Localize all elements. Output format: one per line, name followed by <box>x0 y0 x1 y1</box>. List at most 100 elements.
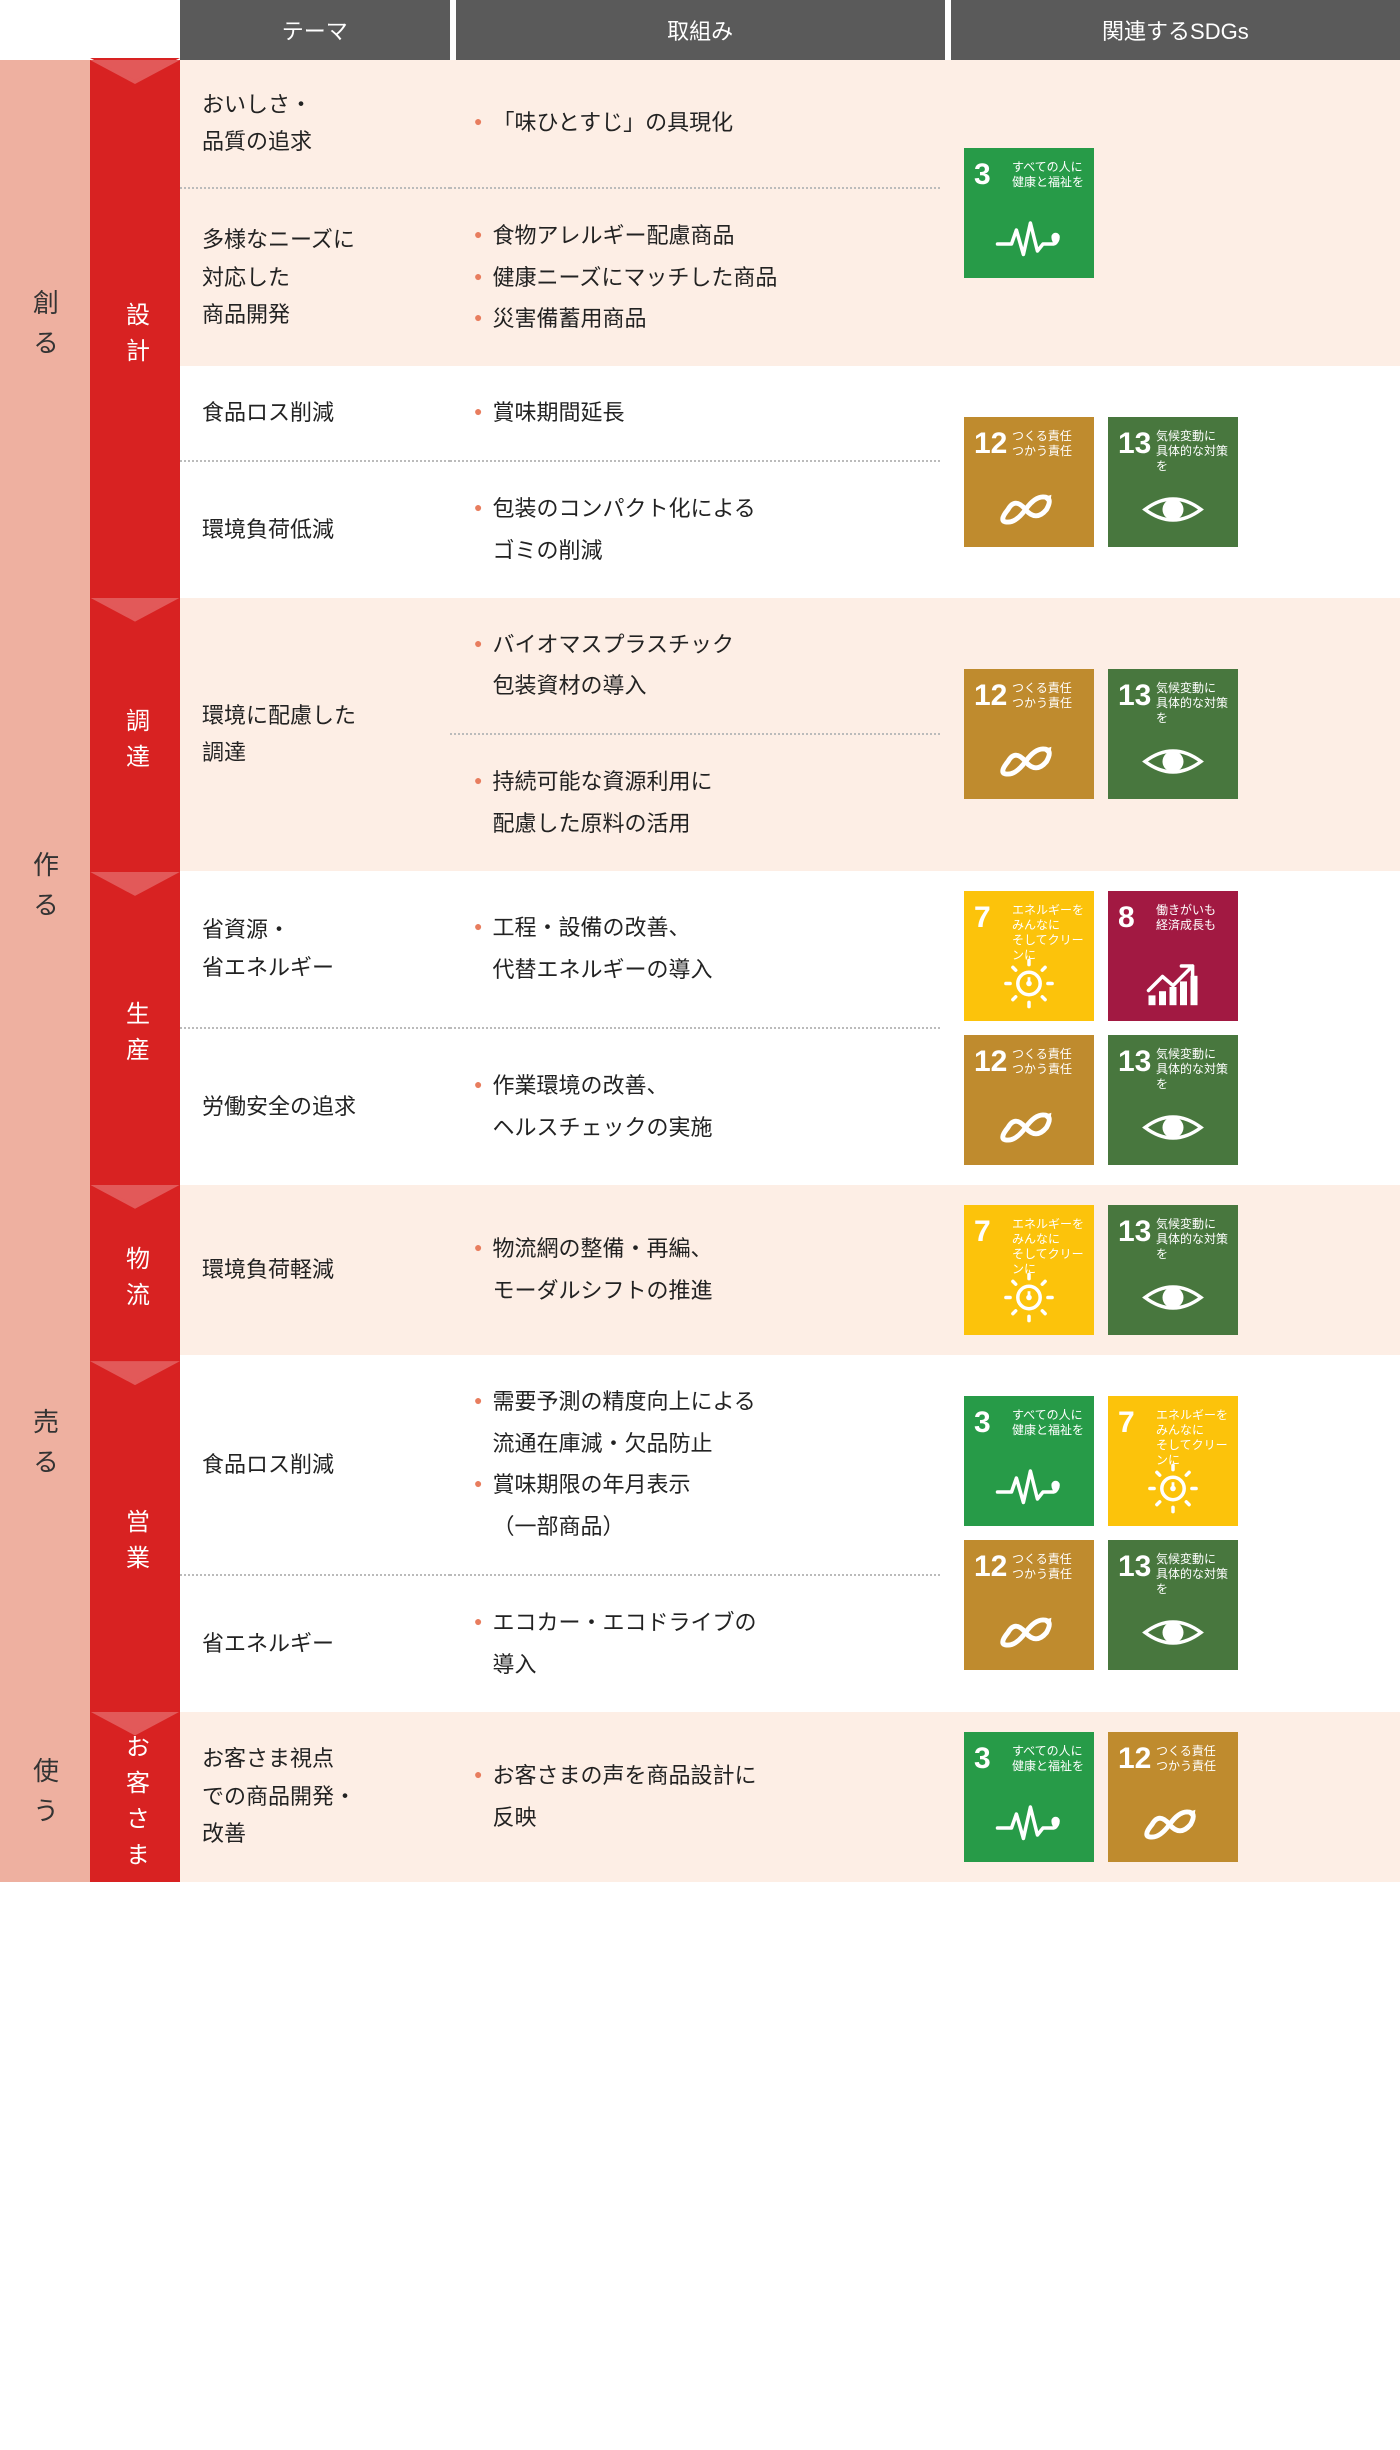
subphase-content: 環境負荷軽減物流網の整備・再編、モーダルシフトの推進 7 エネルギーをみんなにそ… <box>180 1185 1400 1355</box>
theme-cell: 環境負荷低減 <box>180 460 450 598</box>
theme-cell: お客さま視点での商品開発・改善 <box>180 1712 450 1882</box>
effort-item: お客さまの声を商品設計に反映 <box>474 1755 916 1839</box>
theme-cell: 食品ロス削減 <box>180 366 450 460</box>
sdg-label: 働きがいも経済成長も <box>1156 903 1232 933</box>
subphase-label: 物流 <box>90 1185 180 1361</box>
sdg-pictogram <box>964 482 1094 537</box>
header-theme: テーマ <box>180 0 450 60</box>
sdg-label: つくる責任つかう責任 <box>1012 429 1088 459</box>
sdg-number: 13 <box>1118 677 1151 715</box>
phase-text: 使う <box>27 1757 64 1837</box>
effort-item: 物流網の整備・再編、モーダルシフトの推進 <box>474 1228 916 1312</box>
effort-cell: 作業環境の改善、ヘルスチェックの実施 <box>450 1027 940 1185</box>
subphase-label: お客さま <box>90 1712 180 1882</box>
chevron-down-icon <box>90 60 180 84</box>
chevron-down-icon <box>90 1361 180 1385</box>
subphase-label: 設計 <box>90 60 180 598</box>
sdg-number: 3 <box>974 1404 991 1442</box>
effort-item: バイオマスプラスチック包装資材の導入 <box>474 624 916 708</box>
theme-cell: 労働安全の追求 <box>180 1027 450 1185</box>
subphase-column: 調達 生産 <box>90 598 180 1185</box>
subphase-content: おいしさ・品質の追求「味ひとすじ」の具現化多様なニーズに対応した商品開発食物アレ… <box>180 60 1400 598</box>
phase-row: 使う お客さま お客さま視点での商品開発・改善お客さまの声を商品設計に反映 3 … <box>0 1712 1400 1882</box>
sdg-pictogram <box>964 1797 1094 1852</box>
sdg-number: 13 <box>1118 1213 1151 1251</box>
subphase-column: 物流 営業 <box>90 1185 180 1712</box>
subphase-text: 営業 <box>118 1509 153 1581</box>
theme-group: 環境負荷軽減物流網の整備・再編、モーダルシフトの推進 7 エネルギーをみんなにそ… <box>180 1185 1400 1355</box>
subphase-text: お客さま <box>118 1734 153 1878</box>
effort-item: 包装のコンパクト化によるゴミの削減 <box>474 488 916 572</box>
effort-item: 食物アレルギー配慮商品 <box>474 215 916 257</box>
effort-text: 健康ニーズにマッチした商品 <box>492 257 777 299</box>
sdgs-cell: 12 つくる責任つかう責任 13 気候変動に具体的な対策を <box>940 366 1390 597</box>
sdg-number: 12 <box>974 1043 1007 1081</box>
sdg-pictogram <box>1108 1605 1238 1660</box>
sdg-pictogram <box>1108 1797 1238 1852</box>
phase-label: 作る <box>0 598 90 1185</box>
effort-text: 持続可能な資源利用に配慮した原料の活用 <box>492 761 712 845</box>
sdg-label: 気候変動に具体的な対策を <box>1156 1217 1232 1262</box>
sdg-label: すべての人に健康と福祉を <box>1012 1408 1088 1438</box>
effort-text: 需要予測の精度向上による流通在庫減・欠品防止 <box>492 1381 755 1465</box>
subphase-content: 環境に配慮した調達バイオマスプラスチック包装資材の導入持続可能な資源利用に配慮し… <box>180 598 1400 871</box>
sdg-number: 13 <box>1118 1548 1151 1586</box>
effort-text: 災害備蓄用商品 <box>492 298 646 340</box>
sdg-7-icon: 7 エネルギーをみんなにそしてクリーンに <box>964 891 1094 1021</box>
effort-item: 工程・設備の改善、代替エネルギーの導入 <box>474 907 916 991</box>
sdg-number: 3 <box>974 1740 991 1778</box>
effort-text: エコカー・エコドライブの導入 <box>492 1602 756 1686</box>
effort-item: 「味ひとすじ」の具現化 <box>474 102 916 144</box>
sdg-7-icon: 7 エネルギーをみんなにそしてクリーンに <box>964 1205 1094 1335</box>
sdg-pictogram <box>964 1461 1094 1516</box>
sdg-label: エネルギーをみんなにそしてクリーンに <box>1012 903 1088 963</box>
sdg-label: つくる責任つかう責任 <box>1012 1047 1088 1077</box>
theme-cell: 省エネルギー <box>180 1574 450 1712</box>
theme-cell: おいしさ・品質の追求 <box>180 60 450 187</box>
effort-item: 持続可能な資源利用に配慮した原料の活用 <box>474 761 916 845</box>
effort-text: 賞味期限の年月表示（一部商品） <box>492 1464 690 1548</box>
content-area: お客さま視点での商品開発・改善お客さまの声を商品設計に反映 3 すべての人に健康… <box>180 1712 1400 1882</box>
sdg-12-icon: 12 つくる責任つかう責任 <box>1108 1732 1238 1862</box>
sdg-number: 13 <box>1118 425 1151 463</box>
theme-group: 環境に配慮した調達バイオマスプラスチック包装資材の導入持続可能な資源利用に配慮し… <box>180 598 1400 871</box>
sdg-3-icon: 3 すべての人に健康と福祉を <box>964 148 1094 278</box>
phase-text: 売る <box>27 1408 64 1488</box>
phase-label: 使う <box>0 1712 90 1882</box>
sdg-label: 気候変動に具体的な対策を <box>1156 1047 1232 1092</box>
chevron-down-icon <box>90 1185 180 1209</box>
effort-item: 需要予測の精度向上による流通在庫減・欠品防止 <box>474 1381 916 1465</box>
sdg-pictogram <box>1108 734 1238 789</box>
subphase-content: お客さま視点での商品開発・改善お客さまの声を商品設計に反映 3 すべての人に健康… <box>180 1712 1400 1882</box>
sdg-label: つくる責任つかう責任 <box>1012 681 1088 711</box>
sdg-label: つくる責任つかう責任 <box>1156 1744 1232 1774</box>
effort-item: 災害備蓄用商品 <box>474 298 916 340</box>
sdg-7-icon: 7 エネルギーをみんなにそしてクリーンに <box>1108 1396 1238 1526</box>
effort-cell: お客さまの声を商品設計に反映 <box>450 1712 940 1882</box>
effort-item: 健康ニーズにマッチした商品 <box>474 257 916 299</box>
effort-cell: エコカー・エコドライブの導入 <box>450 1574 940 1712</box>
content-area: おいしさ・品質の追求「味ひとすじ」の具現化多様なニーズに対応した商品開発食物アレ… <box>180 60 1400 598</box>
phase-row: 創る 設計 おいしさ・品質の追求「味ひとすじ」の具現化多様なニーズに対応した商品… <box>0 60 1400 598</box>
effort-text: 工程・設備の改善、代替エネルギーの導入 <box>492 907 712 991</box>
phase-label: 売る <box>0 1185 90 1712</box>
sdg-label: すべての人に健康と福祉を <box>1012 160 1088 190</box>
sdg-13-icon: 13 気候変動に具体的な対策を <box>1108 1035 1238 1165</box>
subphase-column: お客さま <box>90 1712 180 1882</box>
phase-row: 作る 調達 生産 環境に配慮した調達バイオマスプラスチック包装資材の導入持続可能… <box>0 598 1400 1185</box>
effort-cell: 工程・設備の改善、代替エネルギーの導入 <box>450 871 940 1027</box>
sdgs-cell: 3 すべての人に健康と福祉を <box>940 60 1390 366</box>
sdg-number: 12 <box>1118 1740 1151 1778</box>
sdg-pictogram <box>1108 956 1238 1011</box>
theme-group: 食品ロス削減需要予測の精度向上による流通在庫減・欠品防止賞味期限の年月表示（一部… <box>180 1355 1400 1712</box>
effort-text: バイオマスプラスチック包装資材の導入 <box>492 624 734 708</box>
theme-group: 省資源・省エネルギー工程・設備の改善、代替エネルギーの導入労働安全の追求作業環境… <box>180 871 1400 1185</box>
sdg-pictogram <box>1108 1461 1238 1516</box>
sdgs-cell: 7 エネルギーをみんなにそしてクリーンに 13 気候変動に具体的な対策を <box>940 1185 1390 1355</box>
sdgs-cell: 3 すべての人に健康と福祉を 12 つくる責任つかう責任 <box>940 1712 1390 1882</box>
sdg-label: 気候変動に具体的な対策を <box>1156 429 1232 474</box>
theme-cell: 環境に配慮した調達 <box>180 598 450 871</box>
sdg-number: 12 <box>974 1548 1007 1586</box>
sdg-pictogram <box>1108 482 1238 537</box>
subphase-text: 調達 <box>118 708 153 780</box>
